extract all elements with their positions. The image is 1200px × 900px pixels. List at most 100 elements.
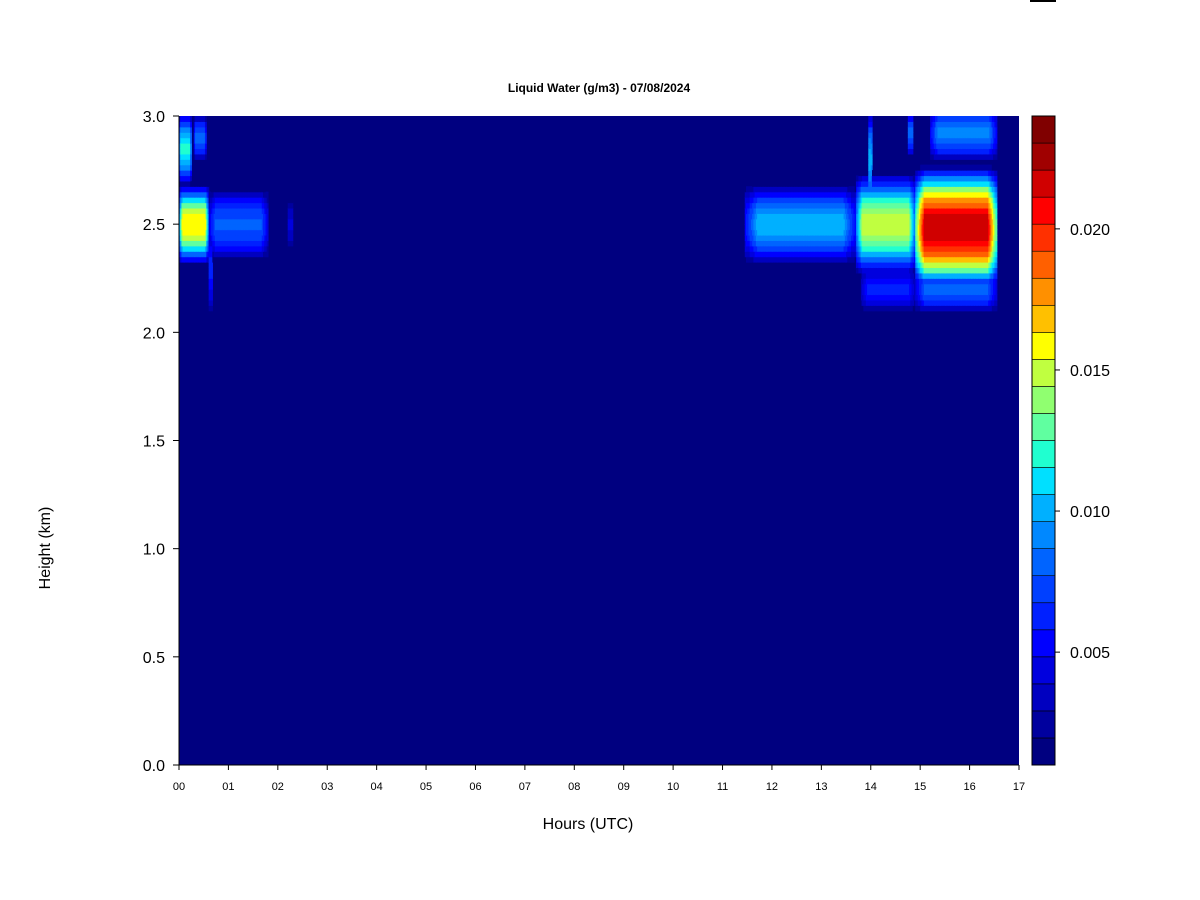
heatmap-cell (910, 267, 913, 274)
heatmap-cell (799, 197, 801, 204)
heatmap-cell (849, 197, 852, 204)
heatmap-cell (760, 224, 763, 231)
heatmap-cell (876, 240, 879, 247)
heatmap-cell (884, 299, 887, 306)
heatmap-cell (880, 175, 883, 182)
heatmap-cell (788, 197, 790, 204)
heatmap-cell (195, 143, 197, 150)
heatmap-cell (209, 202, 212, 209)
heatmap-cell (863, 305, 866, 312)
heatmap-cell (834, 224, 837, 231)
heatmap-cell (926, 262, 929, 269)
heatmap-cell (848, 234, 851, 241)
heatmap-cell (939, 191, 942, 198)
heatmap-cell (870, 148, 873, 155)
heatmap-cell (245, 213, 248, 220)
heatmap-cell (875, 251, 878, 258)
heatmap-cell (212, 197, 215, 204)
heatmap-cell (820, 240, 822, 247)
heatmap-cell (804, 207, 806, 214)
heatmap-cell (948, 272, 951, 279)
heatmap-cell (949, 299, 952, 306)
heatmap-cell (807, 262, 810, 269)
heatmap-cell (238, 234, 241, 241)
heatmap-cell (188, 202, 191, 209)
heatmap-cell (889, 305, 892, 312)
heatmap-cell (933, 256, 936, 263)
heatmap-cell (860, 218, 863, 225)
heatmap-cell (949, 229, 952, 236)
heatmap-cell (221, 245, 223, 252)
heatmap-cell (902, 283, 905, 290)
heatmap-cell (851, 197, 853, 204)
heatmap-cell (921, 267, 924, 274)
heatmap-cell (753, 262, 756, 269)
heatmap-cell (907, 283, 910, 290)
heatmap-cell (951, 305, 953, 312)
heatmap-cell (935, 251, 937, 258)
heatmap-cell (198, 207, 201, 214)
heatmap-cell (897, 170, 900, 177)
heatmap-cell (805, 262, 808, 269)
heatmap-cell (799, 262, 801, 269)
heatmap-cell (911, 251, 914, 258)
heatmap-cell (848, 218, 851, 225)
heatmap-cell (873, 283, 876, 290)
heatmap-cell (885, 229, 888, 236)
heatmap-cell (822, 256, 825, 263)
heatmap-cell (188, 116, 191, 123)
heatmap-cell (773, 186, 776, 193)
heatmap-cell (853, 229, 856, 236)
heatmap-cell (901, 294, 904, 301)
heatmap-cell (862, 207, 864, 214)
heatmap-cell (863, 180, 866, 187)
heatmap-cell (859, 240, 862, 247)
heatmap-cell (183, 170, 186, 177)
heatmap-cell (862, 289, 864, 296)
heatmap-cell (848, 186, 851, 193)
heatmap-cell (854, 245, 857, 252)
heatmap-cell (788, 234, 790, 241)
heatmap-cell (290, 245, 293, 252)
heatmap-cell (910, 224, 913, 231)
heatmap-cell (747, 197, 750, 204)
heatmap-cell (930, 229, 932, 236)
heatmap-cell (941, 148, 944, 155)
heatmap-cell (942, 191, 945, 198)
heatmap-cell (879, 218, 882, 225)
heatmap-cell (841, 256, 843, 263)
heatmap-cell (204, 218, 207, 225)
heatmap-cell (858, 234, 861, 241)
heatmap-cell (920, 175, 923, 182)
heatmap-cell (822, 245, 825, 252)
heatmap-cell (890, 240, 893, 247)
heatmap-cell (800, 191, 803, 198)
heatmap-cell (893, 202, 895, 209)
heatmap-cell (917, 170, 920, 177)
heatmap-cell (874, 170, 877, 177)
heatmap-cell (811, 213, 814, 220)
heatmap-cell (943, 240, 946, 247)
heatmap-cell (943, 283, 946, 290)
heatmap-cell (200, 245, 202, 252)
heatmap-cell (784, 202, 787, 209)
heatmap-cell (937, 294, 940, 301)
heatmap-cell (936, 164, 939, 171)
heatmap-cell (290, 240, 293, 247)
heatmap-cell (870, 218, 873, 225)
heatmap-cell (911, 283, 914, 290)
heatmap-cell (900, 170, 903, 177)
heatmap-cell (860, 299, 863, 306)
heatmap-cell (914, 240, 916, 247)
heatmap-cell (834, 191, 837, 198)
heatmap-cell (939, 132, 942, 139)
heatmap-cell (762, 245, 764, 252)
heatmap-cell (889, 256, 892, 263)
heatmap-cell (947, 132, 950, 139)
heatmap-cell (816, 240, 819, 247)
heatmap-cell (909, 153, 911, 160)
heatmap-cell (926, 164, 929, 171)
heatmap-cell (904, 191, 906, 198)
heatmap-cell (757, 245, 759, 252)
heatmap-cell (188, 207, 191, 214)
